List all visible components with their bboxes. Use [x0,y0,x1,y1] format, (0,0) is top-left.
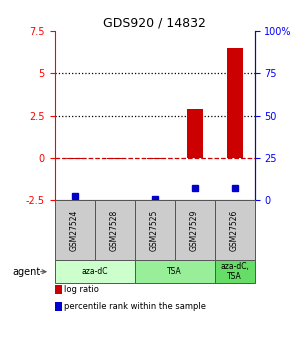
Text: percentile rank within the sample: percentile rank within the sample [64,302,206,311]
Bar [187,109,202,158]
Text: GSM27526: GSM27526 [230,210,239,251]
Bar [107,158,122,159]
Bar [67,158,82,159]
Text: GSM27528: GSM27528 [110,210,119,251]
Text: GSM27525: GSM27525 [150,210,159,251]
Text: TSA: TSA [167,267,182,276]
Bar [147,158,162,159]
Bar [227,48,242,158]
Text: GSM27524: GSM27524 [70,210,79,251]
Text: GSM27529: GSM27529 [190,210,199,251]
Text: aza-dC,
TSA: aza-dC, TSA [220,262,249,281]
Text: agent: agent [12,267,40,277]
Text: aza-dC: aza-dC [81,267,108,276]
Text: log ratio: log ratio [64,285,98,294]
Title: GDS920 / 14832: GDS920 / 14832 [103,17,206,30]
